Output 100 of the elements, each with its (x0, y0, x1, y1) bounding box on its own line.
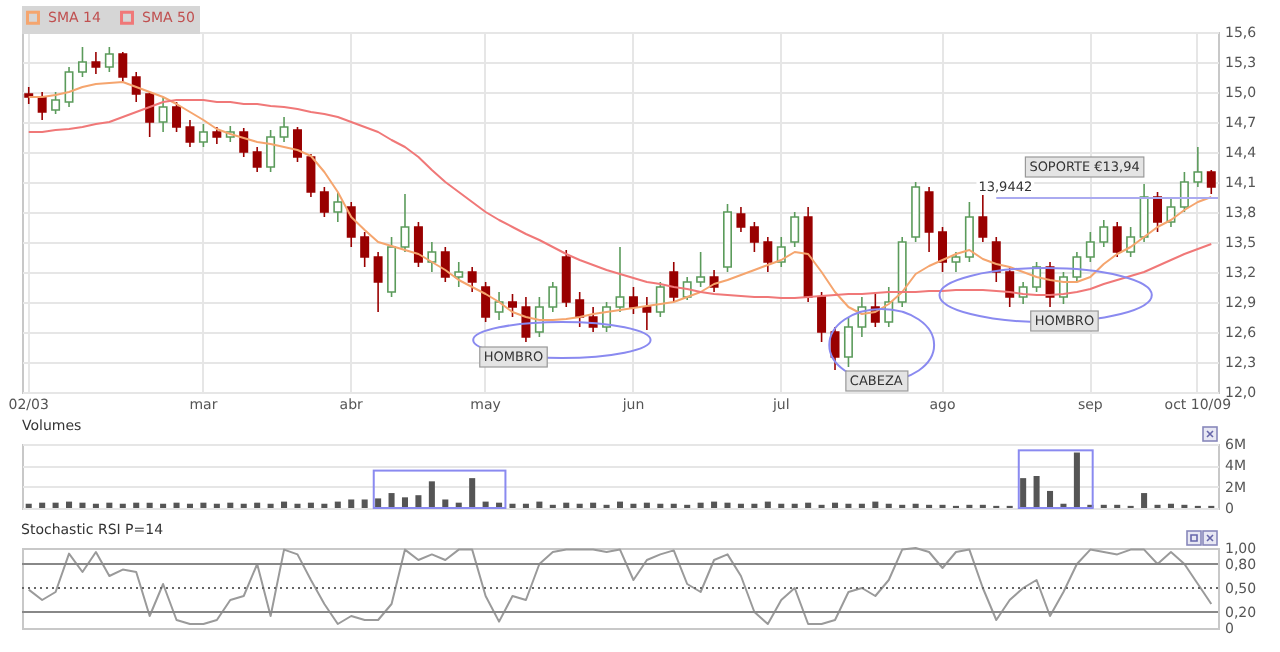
candlestick (548, 281, 558, 313)
bar (146, 502, 153, 508)
candlestick (508, 293, 517, 318)
bar (872, 501, 879, 508)
candlestick (454, 261, 464, 288)
candlestick (669, 261, 679, 303)
candlestick (373, 251, 383, 313)
candlestick (185, 119, 195, 148)
bar (334, 501, 341, 508)
candlestick (360, 231, 370, 268)
bar (1020, 478, 1027, 508)
candlestick (346, 201, 356, 248)
candlestick (561, 249, 571, 308)
candlestick (440, 246, 450, 283)
candlestick (239, 127, 249, 158)
candlestick (642, 296, 652, 331)
candlestick (387, 236, 397, 298)
candlestick (1085, 231, 1095, 263)
bar (764, 501, 771, 508)
bar (415, 495, 422, 508)
candlestick (924, 186, 934, 253)
bar (1033, 476, 1040, 508)
candlestick (51, 91, 61, 115)
bar (697, 502, 704, 508)
candlestick (158, 96, 168, 133)
bar (805, 502, 812, 508)
candlestick (1153, 191, 1163, 233)
candlestick (400, 193, 410, 253)
candlestick (1179, 171, 1189, 213)
bar (106, 502, 113, 508)
bar (307, 502, 314, 508)
bar (1141, 493, 1148, 508)
bar (66, 501, 73, 508)
line-series (27, 547, 1213, 625)
candlestick (266, 129, 276, 173)
candlestick (427, 241, 437, 273)
bar (361, 499, 368, 508)
bar (52, 502, 59, 508)
candlestick (776, 236, 786, 268)
candlestick (319, 186, 329, 218)
candlestick (333, 191, 343, 223)
bar (711, 501, 718, 508)
candlestick (628, 286, 638, 315)
candlestick (615, 246, 625, 313)
bar (375, 498, 382, 508)
candlestick (978, 193, 988, 243)
candlestick (1112, 221, 1122, 258)
candlestick (172, 101, 182, 133)
candlestick (830, 326, 840, 371)
candlestick (292, 126, 302, 163)
bar (348, 499, 355, 508)
candlestick (964, 201, 974, 263)
candlestick (104, 46, 114, 73)
candlestick (198, 123, 208, 148)
candlestick (1099, 219, 1109, 248)
candlestick (91, 51, 101, 75)
bar (831, 502, 839, 508)
bar (227, 502, 234, 508)
bar (616, 501, 624, 508)
candlestick (843, 316, 853, 368)
candlestick (575, 291, 585, 328)
bar (563, 502, 570, 508)
bar (1073, 452, 1080, 508)
candlestick (306, 153, 316, 198)
bar (281, 501, 288, 508)
candlestick (790, 211, 800, 248)
bar (536, 501, 543, 508)
candlestick (1193, 146, 1203, 188)
candlestick (1206, 169, 1216, 195)
bar (469, 478, 476, 508)
bar (133, 502, 140, 508)
candlestick (1072, 251, 1082, 283)
candlestick (951, 251, 961, 273)
bar (39, 502, 46, 508)
candlestick (131, 71, 141, 103)
bar (724, 502, 731, 508)
candlestick (749, 221, 759, 253)
bar (590, 502, 597, 508)
candlestick (817, 291, 827, 343)
candlestick (655, 281, 665, 318)
candlestick (938, 226, 948, 273)
candlestick (279, 116, 289, 143)
candlestick (37, 91, 47, 121)
candlestick (77, 46, 87, 78)
candlestick (1139, 183, 1149, 243)
candlestick (736, 206, 746, 233)
bar (200, 502, 207, 508)
candlestick (696, 251, 706, 288)
candlestick (1166, 196, 1176, 228)
bar (401, 497, 409, 508)
bar (254, 502, 261, 508)
bar (1047, 490, 1054, 508)
candlestick (481, 281, 491, 323)
bar (388, 493, 395, 508)
candlestick (252, 146, 262, 173)
bar (428, 481, 435, 508)
candlestick (763, 236, 773, 273)
candlestick (1005, 266, 1015, 308)
bar (643, 502, 650, 508)
candlestick (413, 221, 423, 268)
